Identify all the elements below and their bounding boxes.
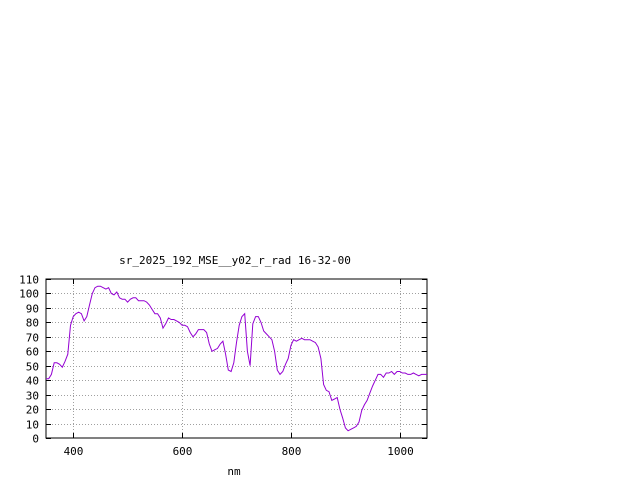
y-tick-label: 110 [19,274,39,287]
chart-title: sr_2025_192_MSE__y02_r_rad 16-32-00 [119,254,351,267]
y-tick-label: 0 [32,433,39,446]
plot-area-border [45,278,428,439]
y-tick-label: 10 [26,419,39,432]
y-tick-label: 60 [26,346,39,359]
x-tick-label: 600 [173,445,193,458]
y-tick-label: 70 [26,332,39,345]
series-line [46,285,427,432]
y-tick-label: 30 [26,390,39,403]
x-axis-label: nm [227,465,241,478]
y-tick-label: 100 [19,288,39,301]
y-tick-label: 40 [26,375,39,388]
y-tick-label: 80 [26,317,39,330]
x-axis: 400 600 800 1000 [64,279,414,458]
x-tick-label: 800 [282,445,302,458]
x-tick-label: 1000 [387,445,414,458]
y-tick-label: 20 [26,404,39,417]
y-tick-label: 50 [26,361,39,374]
grid-lines [46,279,427,438]
y-tick-label: 90 [26,303,39,316]
x-tick-label: 400 [64,445,84,458]
